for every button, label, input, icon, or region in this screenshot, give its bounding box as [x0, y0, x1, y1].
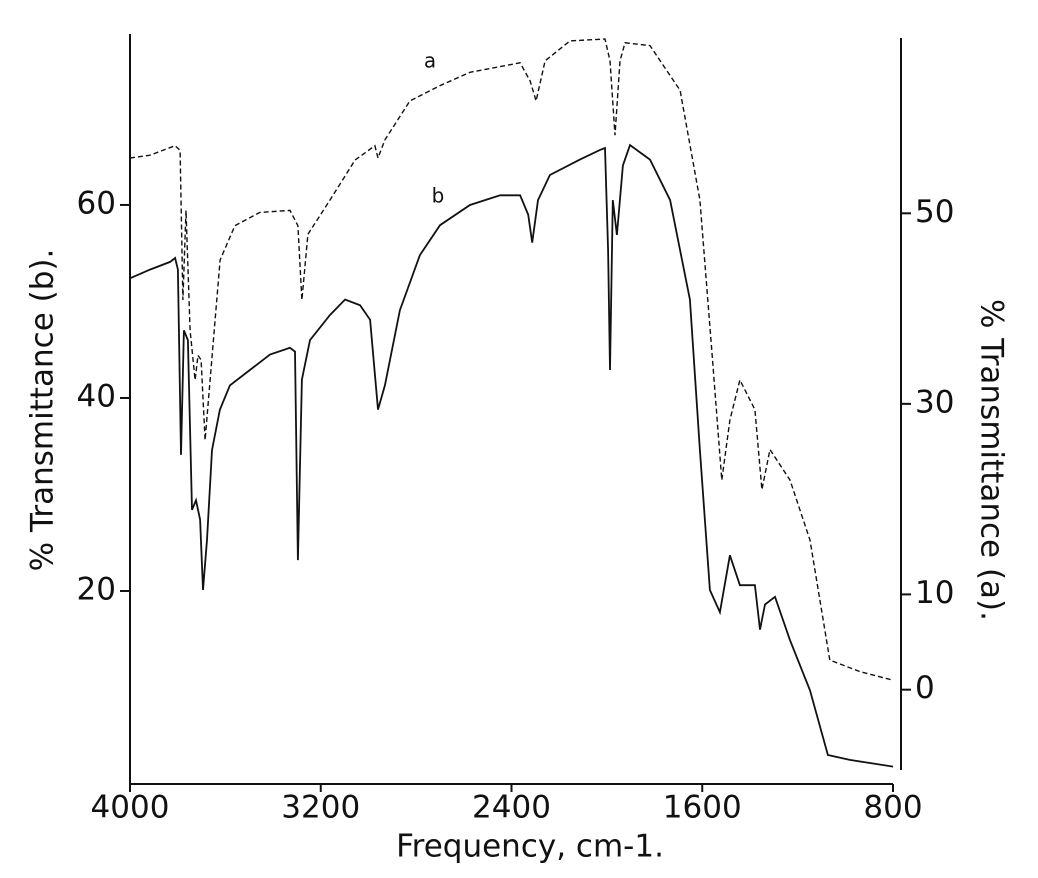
y-tick-label: 40 [77, 378, 116, 414]
y2-tick-label: 0 [915, 670, 935, 706]
y-tick-label: 60 [77, 185, 116, 221]
y-tick-label: 20 [77, 571, 116, 607]
x-tick-label: 2400 [472, 790, 551, 826]
x-tick-label: 800 [863, 790, 922, 826]
y2-axis-title: % Transmittance (a). [974, 299, 1010, 621]
y-axis-title: % Transmittance (b). [25, 249, 61, 572]
y2-tick-label: 30 [915, 384, 954, 420]
x-tick-label: 1600 [663, 790, 742, 826]
y2-tick-label: 10 [915, 575, 954, 611]
series-label: b [432, 184, 445, 208]
series-line [129, 143, 894, 768]
x-tick-label: 3200 [281, 790, 360, 826]
x-tick-label: 4000 [91, 790, 170, 826]
y2-tick-label: 50 [915, 194, 954, 230]
series-line [129, 38, 894, 681]
x-axis-title: Frequency, cm-1. [396, 829, 664, 865]
series-label: a [424, 49, 436, 73]
